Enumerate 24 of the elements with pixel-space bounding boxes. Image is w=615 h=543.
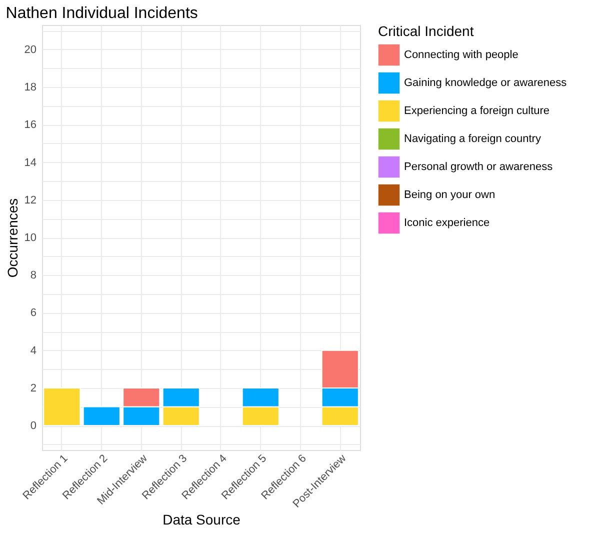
y-tick-label: 0 [30,420,36,432]
legend-label: Personal growth or awareness [404,161,554,173]
bar [82,406,120,426]
y-tick-label: 16 [24,119,36,132]
y-tick-label: 18 [24,82,36,94]
legend-label: Iconic experience [404,217,490,229]
y-tick-label: 4 [30,344,36,357]
y-tick-label: 12 [24,194,36,206]
y-tick-label: 2 [30,382,36,394]
chart-title: Nathen Individual Incidents [6,5,198,22]
y-axis-title: Occurrences [4,198,20,278]
legend-title: Critical Incident [378,23,474,39]
legend-label: Gaining knowledge or awareness [404,77,568,89]
legend-label: Navigating a foreign country [404,133,542,145]
y-tick-label: 8 [30,270,36,282]
legend-label: Being on your own [404,189,496,201]
y-tick-label: 6 [30,307,36,320]
y-tick-label: 10 [24,232,36,244]
y-tick-label: 14 [24,156,36,169]
bar [43,387,81,426]
legend-label: Experiencing a foreign culture [404,105,550,117]
y-tick-label: 20 [24,44,36,56]
x-axis-title: Data Source [162,512,241,528]
legend-label: Connecting with people [404,49,518,61]
